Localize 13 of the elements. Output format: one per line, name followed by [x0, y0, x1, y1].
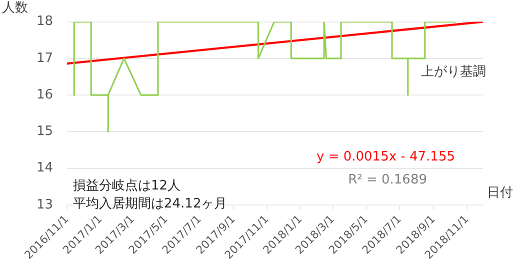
y-tick-label: 15	[36, 124, 53, 140]
annotation: 損益分岐点は12人	[73, 178, 181, 194]
y-tick-label: 16	[36, 87, 53, 102]
annotation: 平均入居期間は24.12ヶ月	[73, 196, 228, 212]
annotation: 上がり基調	[421, 64, 486, 80]
y-tick-label: 18	[36, 14, 53, 30]
y-tick-label: 17	[36, 50, 53, 66]
x-axis-title: 日付	[487, 185, 513, 200]
annotation: y = 0.0015x - 47.155	[316, 149, 455, 164]
y-tick-label: 14	[36, 160, 53, 176]
annotation: R² = 0.1689	[348, 172, 427, 188]
y-axis-title: 人数	[2, 0, 28, 16]
y-tick-label: 13	[36, 197, 53, 212]
